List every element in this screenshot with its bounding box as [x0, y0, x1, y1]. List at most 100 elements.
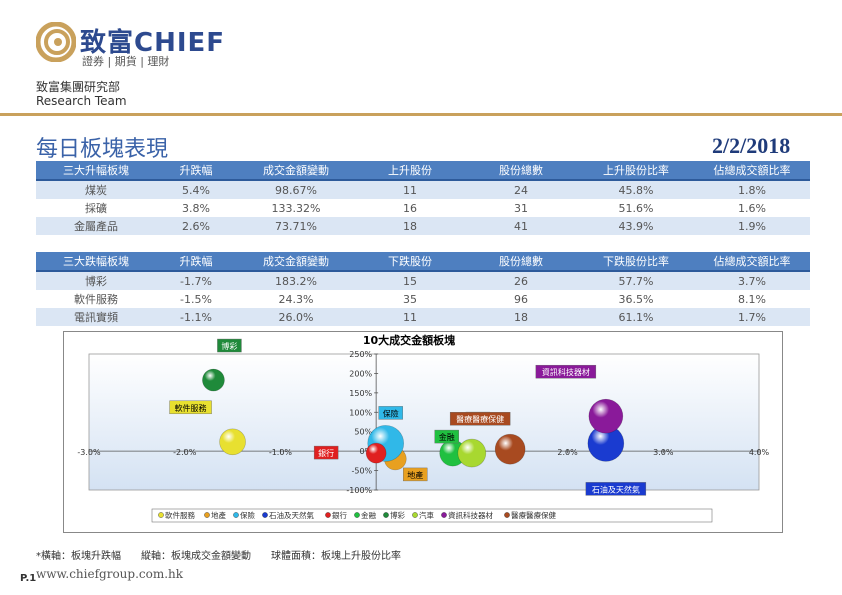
bubble-label-box [449, 411, 511, 426]
x-tick-label: 2.0% [557, 448, 578, 457]
column-header: 佔總成交額比率 [694, 252, 810, 272]
table-cell: 煤炭 [36, 180, 156, 199]
y-tick-label: 50% [354, 428, 372, 437]
legend-marker [354, 512, 360, 518]
page-number: P.1 [20, 573, 37, 584]
legend-label: 汽車 [419, 510, 434, 520]
table-cell: 1.6% [738, 201, 766, 215]
table-cell: 96 [514, 292, 528, 306]
x-tick-label: -1.0% [269, 448, 293, 457]
column-header: 佔總成交額比率 [694, 161, 810, 181]
bubble-point [202, 368, 225, 392]
legend-label: 金融 [361, 510, 376, 520]
table-cell: 36.5% [618, 292, 654, 306]
column-header: 成交金額變動 [236, 252, 356, 272]
brand-logo-icon [36, 22, 76, 62]
table-row: 煤炭 5.4% 98.67% 11 24 45.8% 1.8% [36, 180, 810, 199]
bubble-label: 博彩 [221, 341, 237, 351]
bubble-point [588, 398, 624, 434]
bubble-label-box [169, 400, 212, 415]
table-cell: -1.5% [180, 292, 212, 306]
y-tick-label: -50% [351, 467, 372, 476]
table-cell: 43.9% [578, 217, 694, 235]
table-row: 金屬產品 2.6% 73.71% 18 41 43.9% 1.9% [36, 217, 810, 235]
table-cell: 18 [356, 217, 464, 235]
legend-marker [441, 512, 447, 518]
bubble-label-box [535, 364, 597, 379]
legend-marker [262, 512, 268, 518]
legend-marker [233, 512, 239, 518]
column-header: 升跌幅 [156, 161, 236, 181]
bubble-label-box [403, 467, 428, 482]
header-divider [0, 113, 842, 116]
legend-box [151, 508, 713, 523]
legend-marker [383, 512, 389, 518]
table-cell: 51.6% [618, 201, 654, 215]
legend-label: 保險 [240, 510, 255, 520]
brand-name: 致富CHIEF [80, 28, 226, 58]
column-header: 成交金額變動 [236, 161, 356, 181]
legend-label: 地產 [211, 510, 226, 520]
table-cell: 45.8% [578, 180, 694, 199]
chart-footnote: *橫軸：板塊升跌幅 縱軸：板塊成交金額變動 球體面積：板塊上升股份比率 [36, 551, 401, 562]
table-cell: 11 [356, 180, 464, 199]
page-title: 每日板塊表現 [36, 137, 169, 162]
table-cell: 31 [514, 201, 528, 215]
table-row: 博彩 -1.7% 183.2% 15 26 57.7% 3.7% [36, 271, 810, 290]
column-header: 股份總數 [464, 161, 578, 181]
bubble-label-box [378, 406, 403, 420]
table-cell: 61.1% [578, 308, 694, 326]
table-cell: 電訊實頻 [36, 308, 156, 326]
table-cell: 8.1% [738, 292, 766, 306]
plot-area [88, 353, 760, 491]
x-tick-label: 4.0% [749, 448, 770, 457]
column-header: 三大升幅板塊 [36, 161, 156, 181]
y-tick-label: 150% [349, 389, 372, 398]
table-row: 軟件服務 -1.5% 24.3% 35 96 36.5% 8.1% [36, 290, 810, 308]
table-row: 電訊實頻 -1.1% 26.0% 11 18 61.1% 1.7% [36, 308, 810, 326]
top-losers-table: 三大跌幅板塊 升跌幅 成交金額變動 下跌股份 股份總數 下跌股份比率 佔總成交額… [36, 252, 810, 326]
bubble-label: 資訊科技器材 [542, 367, 590, 377]
column-header: 升跌幅 [156, 252, 236, 272]
legend-label: 石油及天然氣 [269, 510, 314, 520]
bubble-label-box [434, 429, 459, 444]
legend-label: 博彩 [390, 510, 405, 520]
legend-marker [325, 512, 331, 518]
table-row: 採礦 3.8% 133.32% 16 31 51.6% 1.6% [36, 199, 810, 217]
legend-label: 銀行 [332, 510, 347, 520]
x-tick-label: -3.0% [77, 448, 101, 457]
table-cell: 11 [356, 308, 464, 326]
table-cell: 15 [356, 271, 464, 290]
bubble-label: 金融 [439, 432, 455, 442]
bubble-label-box [217, 338, 242, 353]
table-cell: 41 [464, 217, 578, 235]
column-header: 上升股份比率 [578, 161, 694, 181]
department-name-en: Research Team [36, 94, 127, 108]
table-cell: 26 [464, 271, 578, 290]
legend-label: 軟件服務 [165, 510, 195, 520]
legend-label: 資訊科技器材 [448, 510, 493, 520]
table-cell: 3.7% [694, 271, 810, 290]
bubble-point [457, 438, 487, 468]
table-cell: 183.2% [236, 271, 356, 290]
table-cell: 24 [464, 180, 578, 199]
bubble-label: 石油及天然氣 [592, 484, 640, 494]
y-tick-label: 250% [349, 350, 372, 359]
column-header: 股份總數 [464, 252, 578, 272]
table-cell: 5.4% [156, 180, 236, 199]
website-link[interactable]: www.chiefgroup.com.hk [36, 567, 184, 581]
legend-marker [158, 512, 164, 518]
bubble-chart: 10大成交金額板塊-3.0%-2.0%-1.0%0%1.0%2.0%3.0%4.… [63, 331, 783, 533]
column-header: 下跌股份 [356, 252, 464, 272]
table-cell: 16 [403, 201, 417, 215]
table-cell: -1.7% [156, 271, 236, 290]
table-cell: 24.3% [278, 292, 314, 306]
table-cell: 3.8% [182, 201, 210, 215]
table-cell: 35 [403, 292, 417, 306]
bubble-point [494, 433, 526, 465]
table-cell: 博彩 [36, 271, 156, 290]
brand-tagline: 證券 | 期貨 | 理財 [82, 55, 170, 68]
table-cell: 98.67% [236, 180, 356, 199]
table-cell: 1.8% [694, 180, 810, 199]
department: 致富集團研究部 Research Team [36, 80, 127, 108]
